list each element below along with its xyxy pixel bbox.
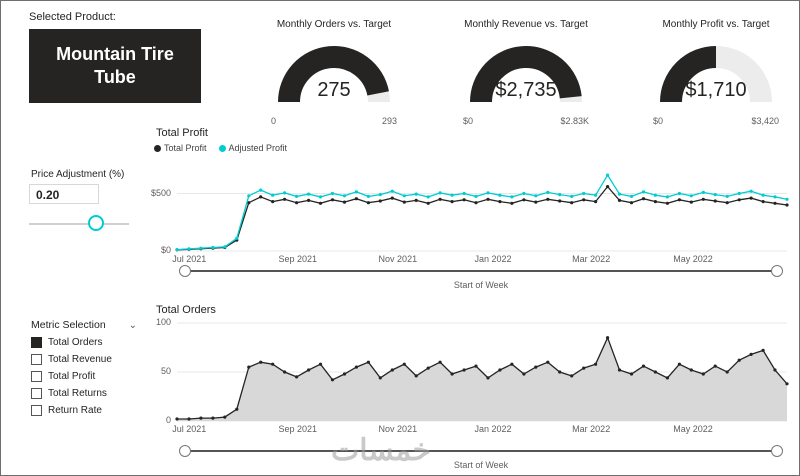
gauge-arc [278, 46, 390, 103]
gauge-max-label: $2.83K [560, 116, 589, 126]
gauge-title: Monthly Revenue vs. Target [464, 19, 588, 30]
gauge-title: Monthly Profit vs. Target [662, 19, 770, 30]
gauge-arc [660, 46, 772, 103]
start-of-week-label: Start of Week [453, 280, 509, 290]
metric-selection-label: Metric Selection [31, 319, 106, 331]
price-adjustment-value[interactable]: 0.20 [29, 184, 99, 204]
legend-label: Total Profit [164, 143, 207, 153]
metric-option-return-rate[interactable]: Return Rate [31, 405, 143, 416]
range-slider-track [185, 450, 777, 452]
y-axis-tick-label: 100 [155, 317, 171, 327]
total-orders-chart[interactable]: 100 50 0 Jul 2021 Sep 2021 Nov 2021 Jan 2022 Ma… [156, 317, 789, 434]
legend-item-adjusted-profit[interactable]: Adjusted Profit [218, 143, 288, 153]
total-profit-legend: Total Profit Adjusted Profit [154, 143, 287, 153]
price-adjustment-slider[interactable] [29, 214, 129, 234]
metric-option-label: Total Orders [48, 337, 103, 348]
x-axis-tick-label: Sep 2021 [278, 254, 318, 264]
chevron-down-icon: ⌄ [128, 319, 137, 331]
x-axis-tick-label: Jul 2021 [172, 424, 207, 434]
metric-selection-dropdown[interactable]: Metric Selection ⌄ [31, 319, 137, 331]
range-slider-right-handle[interactable] [771, 265, 783, 277]
legend-dot-icon [218, 144, 226, 152]
range-slider-left-handle[interactable] [179, 265, 191, 277]
metric-option-total-profit[interactable]: Total Profit [31, 371, 143, 382]
x-axis-tick-label: Jan 2022 [474, 424, 512, 434]
gauge-value: 275 [317, 79, 351, 101]
price-adjustment-label: Price Adjustment (%) [31, 169, 125, 180]
gauge-title: Monthly Orders vs. Target [276, 19, 392, 30]
y-axis-tick-label: $0 [160, 245, 171, 255]
legend-label: Adjusted Profit [228, 143, 288, 153]
x-axis-tick-label: Jan 2022 [474, 254, 512, 264]
gauge-monthly-orders: Monthly Orders vs. Target 275 0 293 [259, 19, 409, 126]
slider-handle[interactable] [88, 215, 104, 231]
metric-option-total-orders[interactable]: Total Orders [31, 337, 143, 348]
gauge-min-label: 0 [271, 116, 277, 126]
gauge-max-label: 293 [381, 116, 397, 126]
metric-option-label: Total Returns [48, 388, 107, 399]
metric-selection: Metric Selection ⌄ Total Orders Total Rev… [31, 319, 143, 416]
y-axis-tick-label: 0 [165, 415, 171, 425]
y-axis-tick-label: 50 [160, 366, 171, 376]
metric-option-total-returns[interactable]: Total Returns [31, 388, 143, 399]
start-of-week-label: Start of Week [453, 460, 509, 470]
x-axis-tick-label: Nov 2021 [378, 424, 418, 434]
y-axis-tick-label: $500 [150, 187, 171, 198]
legend-item-total-profit[interactable]: Total Profit [154, 143, 207, 153]
gauge-min-label: $0 [463, 116, 474, 126]
x-axis-tick-label: May 2022 [673, 254, 713, 264]
range-slider-left-handle[interactable] [179, 445, 191, 457]
total-orders-title: Total Orders [156, 304, 216, 316]
gauge-arc [470, 46, 582, 103]
metric-option-label: Return Rate [48, 405, 102, 416]
slider-track [29, 223, 129, 225]
total-profit-title: Total Profit [156, 127, 208, 139]
x-axis-tick-label: Jul 2021 [172, 254, 207, 264]
selected-product-label: Selected Product: [29, 11, 116, 23]
checkbox-unchecked-icon[interactable] [31, 371, 42, 382]
metric-option-list: Total Orders Total Revenue Total Profit Tot… [31, 337, 143, 416]
range-slider-right-handle[interactable] [771, 445, 783, 457]
checkbox-unchecked-icon[interactable] [31, 388, 42, 399]
legend-dot-icon [154, 144, 161, 152]
gauge-max-label: $3,420 [751, 116, 779, 126]
total-orders-range-slider[interactable] [179, 444, 783, 458]
total-profit-chart[interactable]: $500 $0 Jul 2021 Sep 2021 Nov 2021 Jan 2022 Ma… [151, 159, 789, 264]
gauge-monthly-revenue: Monthly Revenue vs. Target $2,735 $0 $2.… [451, 19, 601, 126]
x-axis-tick-label: Nov 2021 [378, 254, 418, 264]
metric-option-label: Total Profit [48, 371, 96, 382]
gauge-min-label: $0 [653, 116, 664, 126]
range-slider-track [185, 270, 777, 272]
checkbox-checked-icon[interactable] [31, 337, 42, 348]
total-profit-range-slider[interactable] [179, 264, 783, 278]
metric-option-label: Total Revenue [48, 354, 112, 365]
selected-product-name: Mountain Tire Tube [56, 43, 174, 87]
x-axis-tick-label: May 2022 [673, 424, 713, 434]
x-axis-tick-label: Mar 2022 [572, 424, 611, 434]
selected-product-card: Mountain Tire Tube [29, 29, 201, 103]
x-axis-tick-label: Mar 2022 [572, 254, 611, 264]
checkbox-unchecked-icon[interactable] [31, 405, 42, 416]
checkbox-unchecked-icon[interactable] [31, 354, 42, 365]
gauge-monthly-profit: Monthly Profit vs. Target $1,710 $0 $3,4… [641, 19, 791, 126]
gauge-value: $2,735 [495, 79, 557, 101]
watermark-text: خمسات [331, 434, 432, 467]
metric-option-total-revenue[interactable]: Total Revenue [31, 354, 143, 365]
gauge-value: $1,710 [685, 79, 747, 101]
x-axis-tick-label: Sep 2021 [278, 424, 318, 434]
